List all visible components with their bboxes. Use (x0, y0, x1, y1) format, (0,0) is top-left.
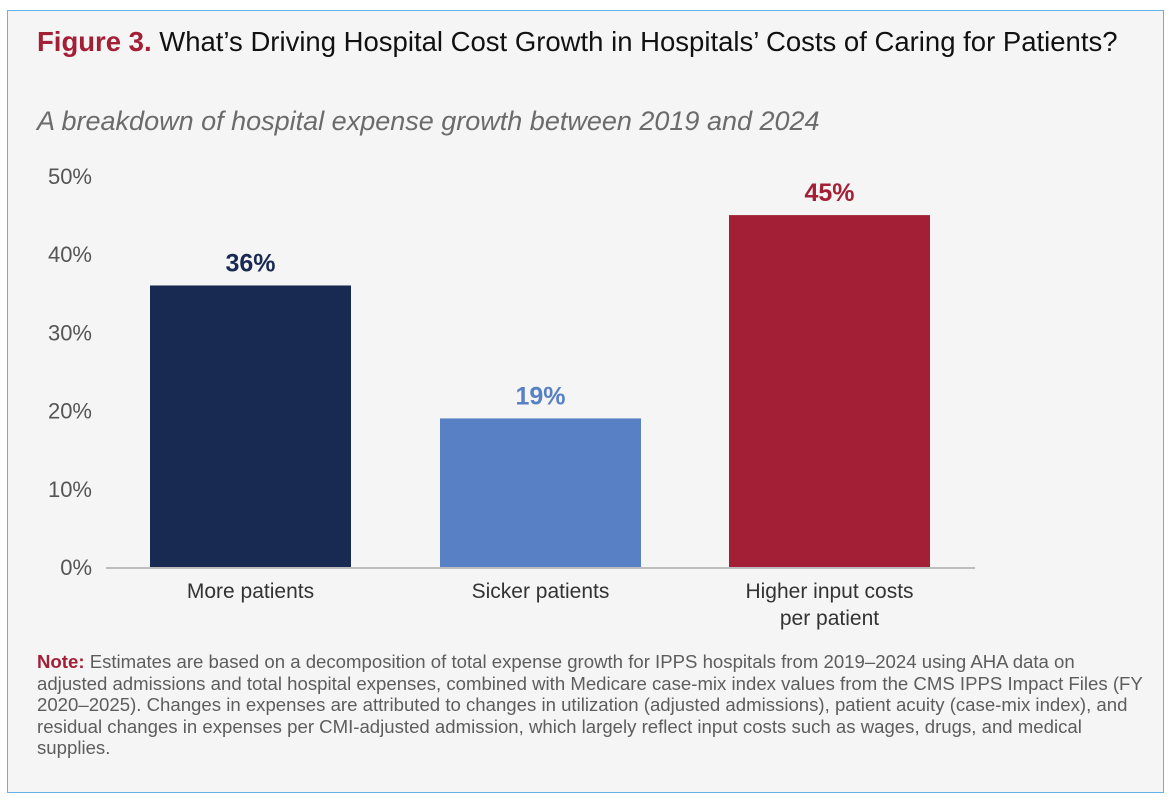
x-tick-label: Sicker patients (472, 580, 610, 603)
y-tick-label: 0% (60, 555, 92, 580)
bar (729, 215, 930, 567)
y-tick-label: 30% (48, 320, 92, 345)
x-tick-label: Higher input costs (745, 580, 913, 603)
y-tick-label: 40% (48, 242, 92, 267)
bar (150, 285, 351, 567)
note-label: Note: (37, 651, 85, 672)
figure-subtitle: A breakdown of hospital expense growth b… (37, 106, 820, 136)
note-text: Estimates are based on a decomposition o… (37, 651, 1143, 758)
y-tick-label: 50% (48, 164, 92, 189)
bar (440, 418, 641, 567)
title-text: What’s Driving Hospital Cost Growth in H… (159, 26, 1118, 57)
x-tick-label: More patients (187, 580, 314, 603)
figure-title: Figure 3. What’s Driving Hospital Cost G… (37, 22, 1137, 62)
data-label: 45% (804, 179, 854, 207)
figure-note: Note: Estimates are based on a decomposi… (37, 651, 1147, 759)
x-tick-label: per patient (780, 607, 879, 630)
figure-label: Figure 3. (37, 26, 152, 57)
data-label: 36% (225, 249, 275, 277)
data-label: 19% (515, 382, 565, 410)
y-tick-label: 10% (48, 477, 92, 502)
y-tick-label: 20% (48, 399, 92, 424)
